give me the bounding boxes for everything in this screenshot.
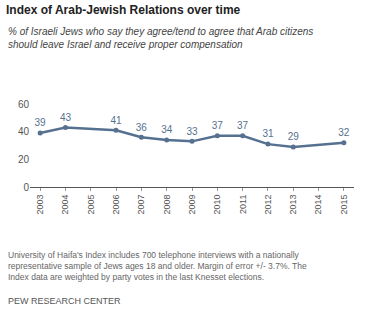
svg-text:2012: 2012 — [263, 195, 273, 215]
svg-text:32: 32 — [338, 127, 350, 138]
svg-text:20: 20 — [18, 154, 30, 165]
svg-text:% of Israeli Jews who say they: % of Israeli Jews who say they agree/ten… — [8, 26, 313, 50]
svg-text:36: 36 — [136, 122, 148, 133]
svg-text:37: 37 — [237, 120, 249, 131]
svg-text:2015: 2015 — [339, 195, 349, 215]
svg-text:2013: 2013 — [288, 195, 298, 215]
svg-text:60: 60 — [18, 99, 30, 110]
svg-text:33: 33 — [186, 126, 198, 137]
svg-text:2007: 2007 — [136, 195, 146, 215]
svg-text:2008: 2008 — [162, 195, 172, 215]
svg-text:43: 43 — [60, 112, 72, 123]
svg-text:2005: 2005 — [86, 195, 96, 215]
svg-text:2014: 2014 — [313, 195, 323, 215]
svg-text:37: 37 — [212, 120, 224, 131]
svg-text:University of Haifa's Index in: University of Haifa's Index includes 700… — [8, 250, 307, 282]
svg-text:2006: 2006 — [111, 195, 121, 215]
svg-text:2011: 2011 — [238, 195, 248, 214]
svg-text:39: 39 — [35, 117, 47, 128]
svg-text:40: 40 — [18, 126, 30, 137]
svg-text:2009: 2009 — [187, 195, 197, 215]
svg-text:2004: 2004 — [60, 195, 70, 215]
svg-text:41: 41 — [110, 115, 122, 126]
svg-text:2010: 2010 — [212, 195, 222, 215]
svg-text:34: 34 — [161, 124, 173, 135]
svg-text:PEW RESEARCH CENTER: PEW RESEARCH CENTER — [8, 296, 121, 306]
svg-text:29: 29 — [288, 131, 300, 142]
svg-text:2003: 2003 — [35, 195, 45, 215]
svg-text:31: 31 — [262, 128, 274, 139]
svg-text:0: 0 — [23, 182, 29, 193]
svg-text:Index of Arab-Jewish Relations: Index of Arab-Jewish Relations over time — [6, 3, 241, 17]
